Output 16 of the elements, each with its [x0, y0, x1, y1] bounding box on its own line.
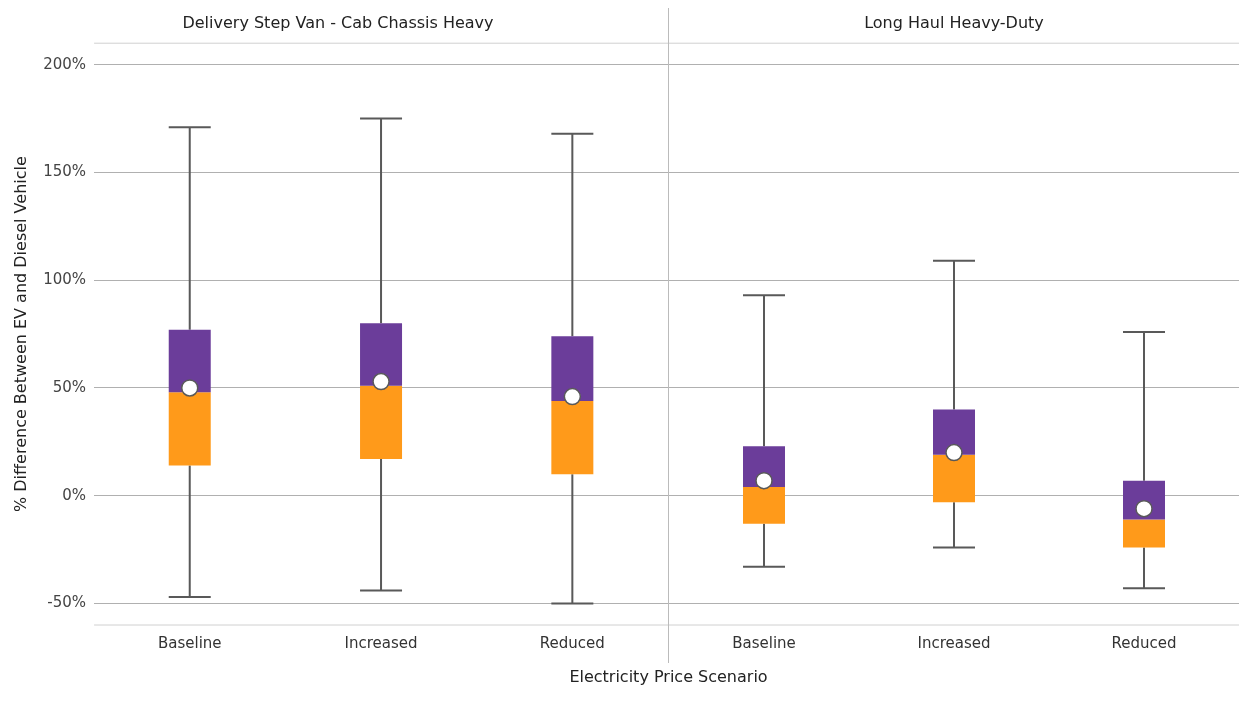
- x-axis-title: Electricity Price Scenario: [568, 667, 769, 686]
- x-tick-label: Baseline: [157, 633, 222, 652]
- x-tick-label: Reduced: [539, 633, 605, 652]
- y-axis-title: % Difference Between EV and Diesel Vehicle: [10, 156, 30, 513]
- chart-title: Long Haul Heavy-Duty: [864, 12, 1044, 32]
- y-tick-label: 150%: [43, 162, 87, 181]
- y-tick-label: -50%: [47, 593, 87, 612]
- x-tick-label: Reduced: [1111, 633, 1177, 652]
- x-tick-label: Baseline: [732, 633, 796, 652]
- x-tick-label: Increased: [917, 633, 991, 652]
- chart-title: Delivery Step Van - Cab Chassis Heavy: [182, 12, 494, 32]
- y-tick-label: 100%: [43, 270, 87, 289]
- y-tick-label: 50%: [52, 377, 87, 396]
- x-tick-label: Increased: [344, 633, 418, 652]
- y-tick-label: 200%: [43, 54, 87, 73]
- y-tick-label: 0%: [62, 485, 87, 504]
